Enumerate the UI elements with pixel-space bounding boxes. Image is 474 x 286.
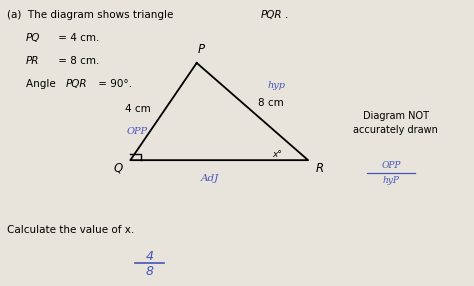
Text: = 8 cm.: = 8 cm. [55,56,99,66]
Text: 4 cm: 4 cm [125,104,150,114]
Text: Angle: Angle [26,79,59,89]
Text: 8 cm: 8 cm [258,98,284,108]
Text: = 90°.: = 90°. [95,79,132,89]
Text: 4: 4 [146,250,153,263]
Text: .: . [284,10,288,20]
Text: accurately drawn: accurately drawn [353,125,438,135]
Text: (a)  The diagram shows triangle: (a) The diagram shows triangle [7,10,177,20]
Text: 8: 8 [146,265,153,278]
Text: AdJ: AdJ [201,174,219,183]
Text: PR: PR [26,56,39,66]
Text: OPP: OPP [127,127,148,136]
Text: PQ: PQ [26,33,40,43]
Text: x°: x° [273,150,282,159]
Text: P: P [198,43,205,56]
Text: = 4 cm.: = 4 cm. [55,33,99,43]
Text: R: R [315,162,323,174]
Text: Calculate the value of x.: Calculate the value of x. [7,225,134,235]
Text: Diagram NOT: Diagram NOT [363,111,429,121]
Text: hyP: hyP [383,176,400,185]
Text: OPP: OPP [382,161,401,170]
Text: PQR: PQR [65,79,87,89]
Text: hyp: hyp [267,81,285,90]
Text: PQR: PQR [261,10,283,20]
Text: Q: Q [114,162,123,174]
